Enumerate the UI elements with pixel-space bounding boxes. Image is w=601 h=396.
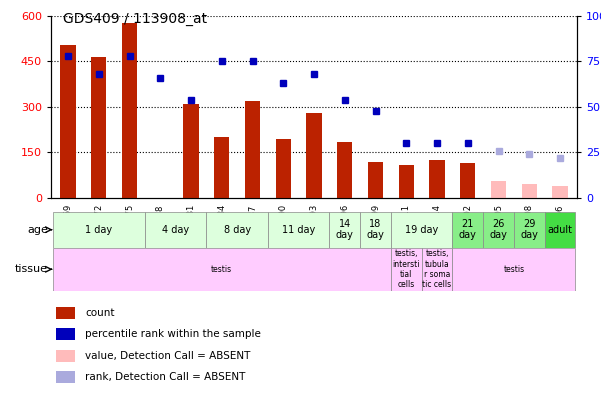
Text: 4 day: 4 day: [162, 225, 189, 235]
Bar: [391, 212, 453, 248]
Bar: [337, 142, 352, 198]
Bar: [491, 181, 506, 198]
Bar: [522, 184, 537, 198]
Text: adult: adult: [548, 225, 573, 235]
Text: count: count: [85, 308, 115, 318]
Text: 11 day: 11 day: [282, 225, 316, 235]
Text: tissue: tissue: [15, 264, 48, 274]
Text: 26
day: 26 day: [490, 219, 507, 240]
Bar: [91, 57, 106, 198]
Bar: [453, 212, 483, 248]
Text: 19 day: 19 day: [405, 225, 438, 235]
Bar: [268, 212, 329, 248]
Bar: [56, 371, 75, 383]
Bar: [460, 163, 475, 198]
Text: testis: testis: [211, 265, 233, 274]
Bar: [183, 104, 199, 198]
Text: value, Detection Call = ABSENT: value, Detection Call = ABSENT: [85, 350, 251, 361]
Bar: [429, 160, 445, 198]
Bar: [56, 350, 75, 362]
Bar: [422, 248, 453, 291]
Bar: [514, 212, 545, 248]
Bar: [53, 248, 391, 291]
Text: 14
day: 14 day: [336, 219, 354, 240]
Text: 29
day: 29 day: [520, 219, 538, 240]
Bar: [391, 248, 422, 291]
Bar: [53, 212, 145, 248]
Bar: [214, 137, 230, 198]
Bar: [122, 23, 137, 198]
Text: 1 day: 1 day: [85, 225, 112, 235]
Text: testis,
intersti
tial
cells: testis, intersti tial cells: [392, 249, 420, 289]
Text: 18
day: 18 day: [367, 219, 385, 240]
Text: 8 day: 8 day: [224, 225, 251, 235]
Bar: [483, 212, 514, 248]
Bar: [245, 101, 260, 198]
Bar: [60, 45, 76, 198]
Bar: [329, 212, 360, 248]
Bar: [360, 212, 391, 248]
Bar: [145, 212, 206, 248]
Text: age: age: [27, 225, 48, 235]
Bar: [276, 139, 291, 198]
Bar: [56, 328, 75, 340]
Text: rank, Detection Call = ABSENT: rank, Detection Call = ABSENT: [85, 372, 246, 382]
Text: testis,
tubula
r soma
tic cells: testis, tubula r soma tic cells: [423, 249, 451, 289]
Bar: [545, 212, 575, 248]
Text: percentile rank within the sample: percentile rank within the sample: [85, 329, 261, 339]
Bar: [307, 113, 322, 198]
Bar: [552, 186, 568, 198]
Bar: [206, 212, 268, 248]
Text: testis: testis: [504, 265, 525, 274]
Bar: [453, 248, 575, 291]
Text: GDS409 / 113908_at: GDS409 / 113908_at: [63, 12, 207, 26]
Text: 21
day: 21 day: [459, 219, 477, 240]
Bar: [398, 165, 414, 198]
Bar: [368, 162, 383, 198]
Bar: [56, 307, 75, 319]
